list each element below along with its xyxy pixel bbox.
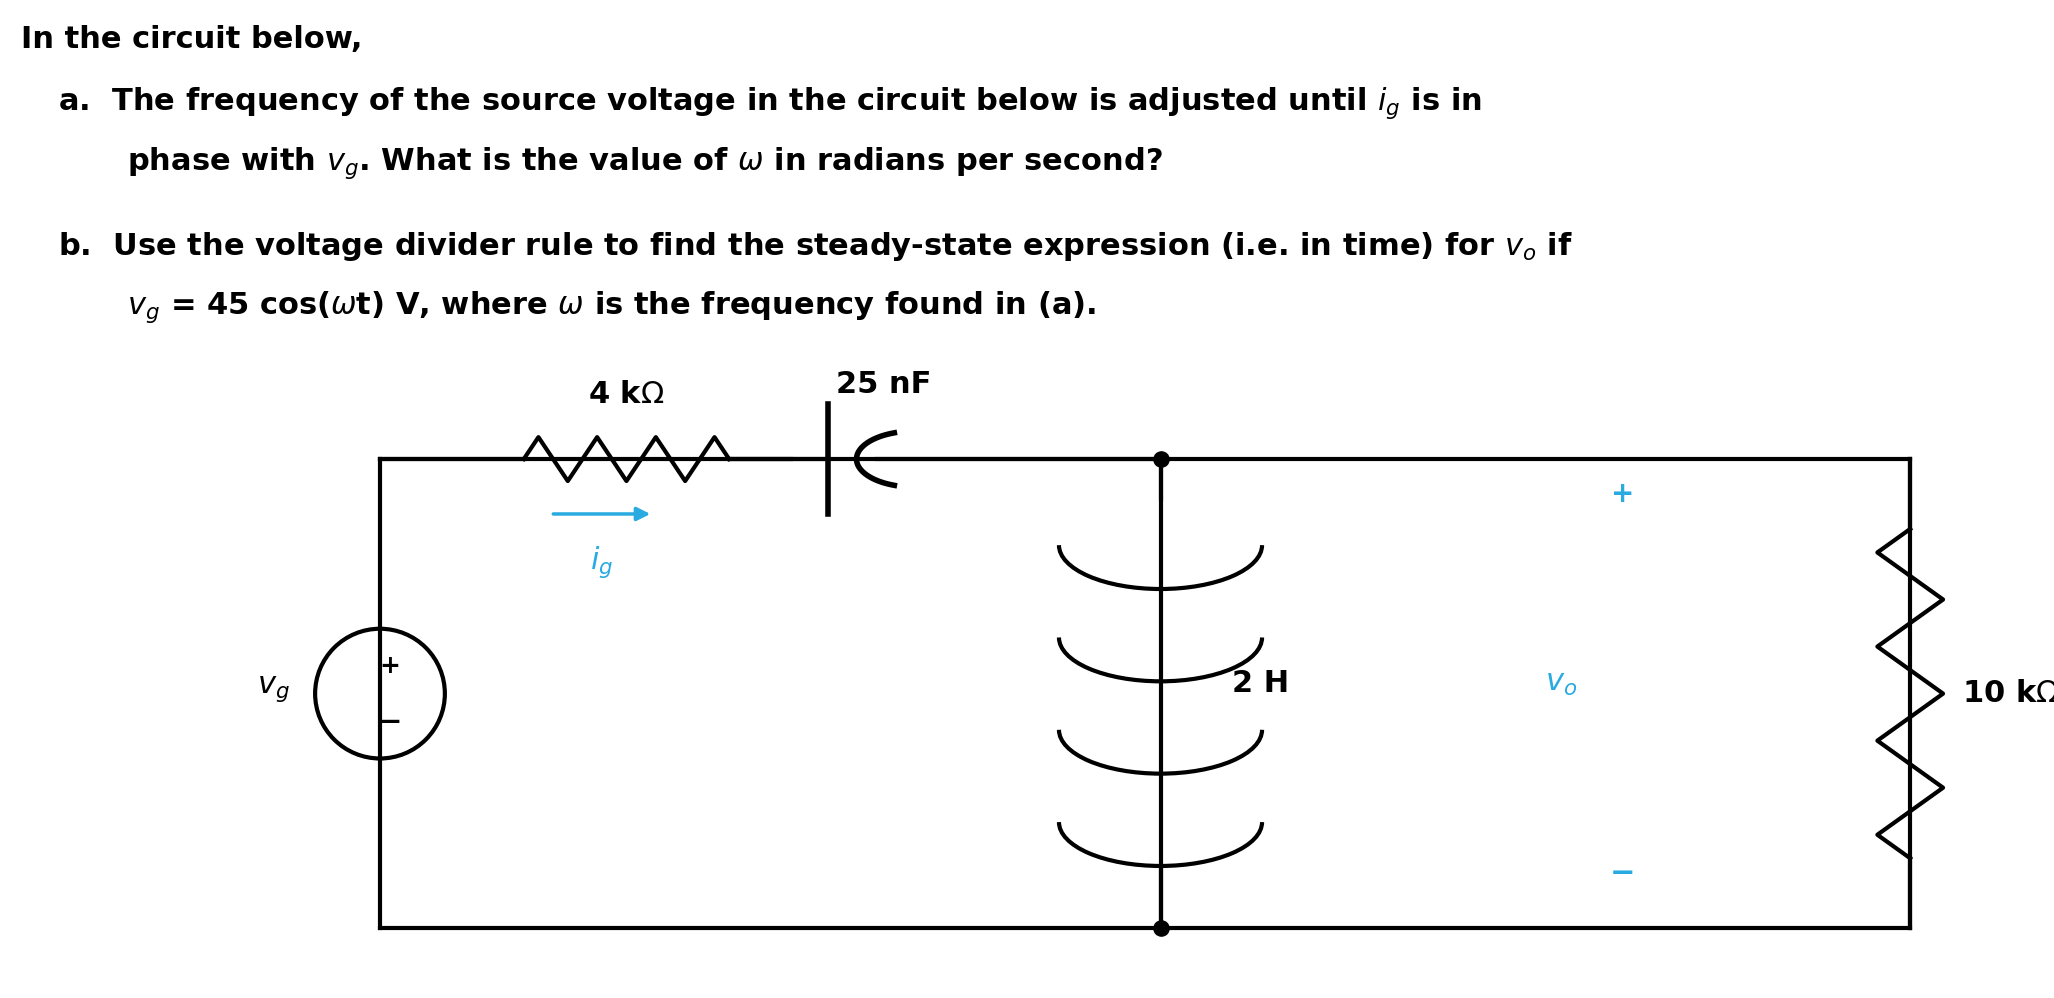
Text: b.  Use the voltage divider rule to find the steady-state expression (i.e. in ti: b. Use the voltage divider rule to find … <box>58 230 1571 262</box>
Text: phase with $v_g$. What is the value of $\omega$ in radians per second?: phase with $v_g$. What is the value of $… <box>127 145 1163 181</box>
Text: 4 k$\Omega$: 4 k$\Omega$ <box>587 379 665 409</box>
Text: +: + <box>380 654 401 678</box>
Text: $v_g$ = 45 cos($\omega$t) V, where $\omega$ is the frequency found in (a).: $v_g$ = 45 cos($\omega$t) V, where $\ome… <box>127 289 1097 325</box>
Text: 25 nF: 25 nF <box>836 369 930 399</box>
Text: 10 k$\Omega$: 10 k$\Omega$ <box>1962 679 2054 709</box>
Text: −: − <box>1610 858 1635 888</box>
Text: $v_o$: $v_o$ <box>1545 669 1577 699</box>
Text: +: + <box>1610 480 1635 508</box>
Text: $i_g$: $i_g$ <box>589 544 614 580</box>
Text: −: − <box>378 708 403 736</box>
Text: $v_g$: $v_g$ <box>257 674 290 704</box>
Text: In the circuit below,: In the circuit below, <box>21 25 362 54</box>
Point <box>1144 451 1177 467</box>
Text: a.  The frequency of the source voltage in the circuit below is adjusted until $: a. The frequency of the source voltage i… <box>58 85 1481 121</box>
Text: 2 H: 2 H <box>1232 669 1290 699</box>
Point <box>1144 920 1177 936</box>
